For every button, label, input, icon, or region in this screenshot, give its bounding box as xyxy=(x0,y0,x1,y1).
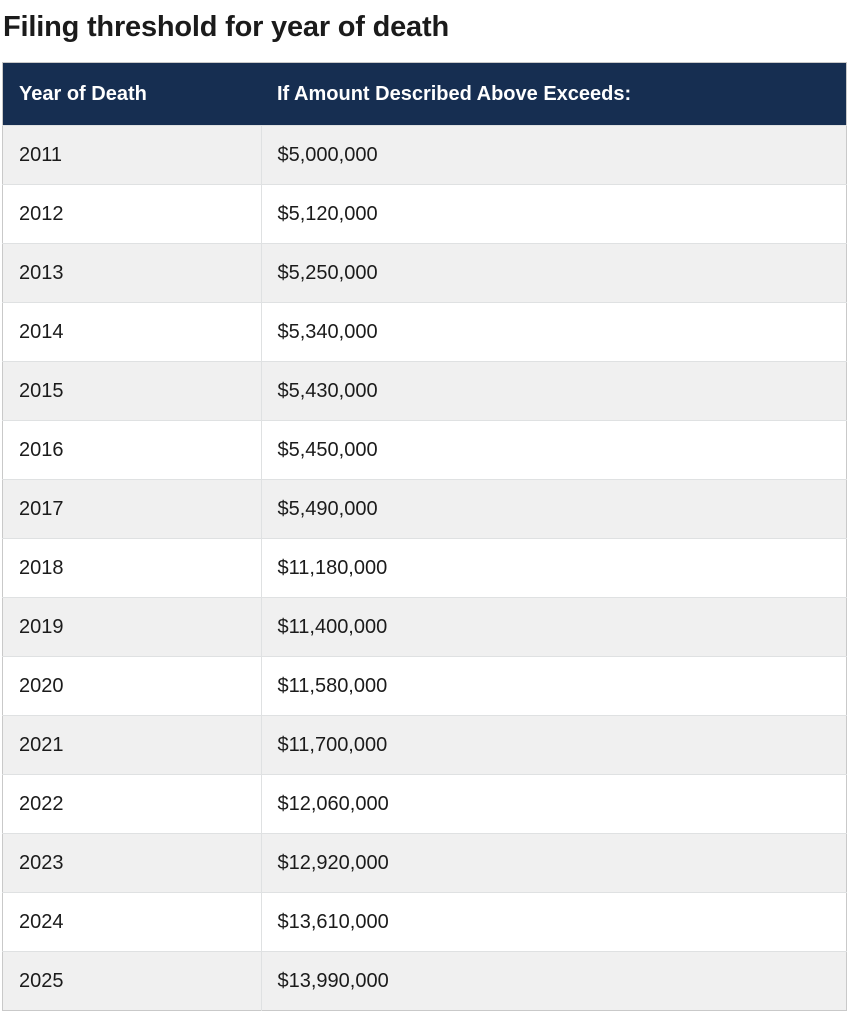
table-row: 2011 $5,000,000 xyxy=(2,125,847,185)
amount-cell: $11,180,000 xyxy=(261,538,847,598)
year-cell: 2012 xyxy=(2,184,262,244)
table-row: 2022 $12,060,000 xyxy=(2,774,847,834)
table-row: 2018 $11,180,000 xyxy=(2,538,847,598)
year-cell: 2024 xyxy=(2,892,262,952)
table-row: 2017 $5,490,000 xyxy=(2,479,847,539)
filing-threshold-table: Year of Death If Amount Described Above … xyxy=(2,62,847,1012)
column-header-amount: If Amount Described Above Exceeds: xyxy=(261,62,847,126)
column-header-year: Year of Death xyxy=(2,62,261,126)
header-row: Year of Death If Amount Described Above … xyxy=(2,62,847,126)
year-cell: 2014 xyxy=(2,302,262,362)
table-row: 2021 $11,700,000 xyxy=(2,715,847,775)
table-row: 2012 $5,120,000 xyxy=(2,184,847,244)
year-cell: 2016 xyxy=(2,420,262,480)
year-cell: 2017 xyxy=(2,479,262,539)
year-cell: 2025 xyxy=(2,951,262,1011)
amount-cell: $11,700,000 xyxy=(261,715,847,775)
table-row: 2020 $11,580,000 xyxy=(2,656,847,716)
table-row: 2013 $5,250,000 xyxy=(2,243,847,303)
table-header: Year of Death If Amount Described Above … xyxy=(2,62,847,126)
amount-cell: $13,990,000 xyxy=(261,951,847,1011)
year-cell: 2023 xyxy=(2,833,262,893)
table-body: 2011 $5,000,000 2012 $5,120,000 2013 $5,… xyxy=(2,125,847,1011)
year-cell: 2015 xyxy=(2,361,262,421)
amount-cell: $5,340,000 xyxy=(261,302,847,362)
amount-cell: $12,920,000 xyxy=(261,833,847,893)
year-cell: 2021 xyxy=(2,715,262,775)
amount-cell: $11,580,000 xyxy=(261,656,847,716)
year-cell: 2019 xyxy=(2,597,262,657)
year-cell: 2018 xyxy=(2,538,262,598)
table-row: 2015 $5,430,000 xyxy=(2,361,847,421)
year-cell: 2022 xyxy=(2,774,262,834)
year-cell: 2020 xyxy=(2,656,262,716)
amount-cell: $13,610,000 xyxy=(261,892,847,952)
table-row: 2016 $5,450,000 xyxy=(2,420,847,480)
amount-cell: $5,490,000 xyxy=(261,479,847,539)
table-row: 2025 $13,990,000 xyxy=(2,951,847,1011)
amount-cell: $5,250,000 xyxy=(261,243,847,303)
amount-cell: $5,000,000 xyxy=(261,125,847,185)
year-cell: 2013 xyxy=(2,243,262,303)
amount-cell: $12,060,000 xyxy=(261,774,847,834)
page-title: Filing threshold for year of death xyxy=(3,11,449,43)
amount-cell: $5,120,000 xyxy=(261,184,847,244)
amount-cell: $5,430,000 xyxy=(261,361,847,421)
table-row: 2024 $13,610,000 xyxy=(2,892,847,952)
table-row: 2014 $5,340,000 xyxy=(2,302,847,362)
year-cell: 2011 xyxy=(2,125,262,185)
table-row: 2023 $12,920,000 xyxy=(2,833,847,893)
amount-cell: $11,400,000 xyxy=(261,597,847,657)
amount-cell: $5,450,000 xyxy=(261,420,847,480)
table-row: 2019 $11,400,000 xyxy=(2,597,847,657)
